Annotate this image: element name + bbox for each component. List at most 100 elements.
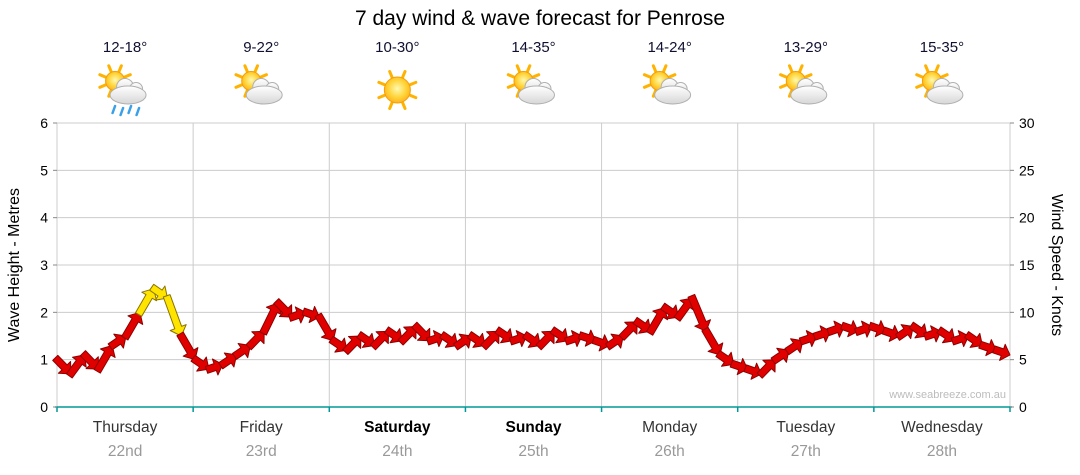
wind-arrow xyxy=(107,333,127,351)
day-date-label: 28th xyxy=(927,443,957,460)
day-name-label: Friday xyxy=(240,419,283,436)
wind-arrow xyxy=(494,326,514,344)
wind-arrow xyxy=(301,305,320,323)
left-tick-label: 4 xyxy=(40,210,48,226)
left-tick-label: 5 xyxy=(40,162,48,178)
right-tick-label: 0 xyxy=(1019,399,1027,415)
day-name-label: Monday xyxy=(642,419,697,436)
wind-arrow xyxy=(756,359,776,379)
day-forecast-wednesday: 15-35° Wednesday 28th xyxy=(901,39,983,460)
cloud-body xyxy=(518,85,555,105)
day-temp: 9-22° xyxy=(243,39,279,56)
wind-arrow xyxy=(894,324,914,341)
sun-disc xyxy=(383,76,411,104)
wind-arrow xyxy=(480,330,500,351)
wind-arrow xyxy=(564,330,583,348)
wind-arrow xyxy=(549,326,569,344)
wind-arrow xyxy=(411,321,431,342)
left-tick-label: 2 xyxy=(40,304,48,320)
right-tick-label: 10 xyxy=(1019,304,1035,320)
day-name-label: Tuesday xyxy=(776,419,835,436)
day-temp: 15-35° xyxy=(920,39,964,56)
day-forecast-thursday: 12-18° Thursday 22nd xyxy=(93,39,158,460)
raindrop xyxy=(119,106,125,117)
day-date-label: 26th xyxy=(655,443,685,460)
left-tick-label: 1 xyxy=(40,352,48,368)
wind-arrow xyxy=(632,316,652,334)
day-temp: 10-30° xyxy=(375,39,419,56)
cloud-body xyxy=(790,85,828,105)
wind-arrow xyxy=(135,288,157,317)
wind-arrow xyxy=(425,330,445,348)
day-temp: 14-35° xyxy=(511,39,555,56)
sun-cloud-icon xyxy=(234,64,283,105)
wind-arrow xyxy=(397,326,417,346)
wind-arrow xyxy=(218,352,238,370)
wind-arrow xyxy=(176,331,199,361)
wind-arrow xyxy=(577,329,597,347)
wind-arrow xyxy=(383,326,403,344)
wind-arrow xyxy=(854,320,873,338)
wind-arrow xyxy=(535,330,555,351)
wind-arrow xyxy=(287,306,307,324)
day-name-label: Sunday xyxy=(506,419,562,436)
sun-cloud-icon xyxy=(642,64,692,105)
wind-arrow xyxy=(149,283,168,301)
wind-arrow xyxy=(784,338,804,356)
wind-arrow xyxy=(356,331,376,348)
wind-arrow xyxy=(701,326,724,356)
wind-arrow xyxy=(369,330,389,351)
sun-icon xyxy=(377,70,418,110)
cloud-body xyxy=(109,85,147,105)
wind-arrow xyxy=(923,325,942,343)
wind-arrow xyxy=(812,325,831,343)
day-headers: 12-18° Thursday 22nd 9-22° Friday 23rd 10-30° S… xyxy=(93,39,983,460)
wind-arrow xyxy=(342,335,362,355)
wind-arrow xyxy=(65,354,87,379)
wind-arrow xyxy=(190,354,210,372)
day-temp: 14-24° xyxy=(647,39,691,56)
wind-arrow xyxy=(881,324,900,342)
wind-arrow xyxy=(273,298,293,318)
raindrop xyxy=(127,104,133,115)
wind-arrow xyxy=(232,343,251,360)
day-forecast-saturday: 10-30° Saturday 24th xyxy=(364,39,431,460)
wind-arrow xyxy=(715,350,735,367)
sun-cloud-icon xyxy=(506,64,555,105)
wind-arrow xyxy=(743,362,762,380)
cloud-body xyxy=(654,85,692,105)
wind-arrow xyxy=(439,331,458,348)
wind-arrow xyxy=(591,334,610,352)
wind-arrow xyxy=(660,302,679,320)
day-date-label: 22nd xyxy=(108,443,142,460)
wind-arrow xyxy=(259,302,283,336)
wind-arrow xyxy=(978,339,997,357)
wind-arrow xyxy=(770,347,790,365)
wind-arrow xyxy=(466,331,486,348)
wind-arrow xyxy=(328,335,348,353)
wind-arrow xyxy=(798,330,818,348)
raindrop xyxy=(135,106,141,117)
wind-arrow xyxy=(687,293,711,332)
sun-cloud-icon xyxy=(915,64,964,105)
wind-arrow xyxy=(840,320,859,338)
day-name-label: Wednesday xyxy=(901,419,983,436)
wind-arrow xyxy=(314,312,337,342)
cloud-body xyxy=(245,85,283,105)
day-temp: 13-29° xyxy=(784,39,828,56)
wind-arrow xyxy=(452,333,472,351)
wind-arrow xyxy=(992,343,1011,361)
day-forecast-tuesday: 13-29° Tuesday 27th xyxy=(776,39,835,460)
day-forecast-friday: 9-22° Friday 23rd xyxy=(234,39,283,460)
day-date-label: 24th xyxy=(382,443,412,460)
wind-speed-series xyxy=(52,283,1011,380)
axis-layer: 0 1 2 3 4 5 6 0 5 10 15 20 25 30 xyxy=(40,115,1035,415)
left-tick-label: 0 xyxy=(40,399,48,415)
wind-arrow xyxy=(867,320,887,338)
wind-arrow xyxy=(729,358,749,376)
watermark: www.seabreeze.com.au xyxy=(889,389,1006,401)
wind-arrow xyxy=(950,330,970,348)
wind-arrow xyxy=(826,320,845,338)
